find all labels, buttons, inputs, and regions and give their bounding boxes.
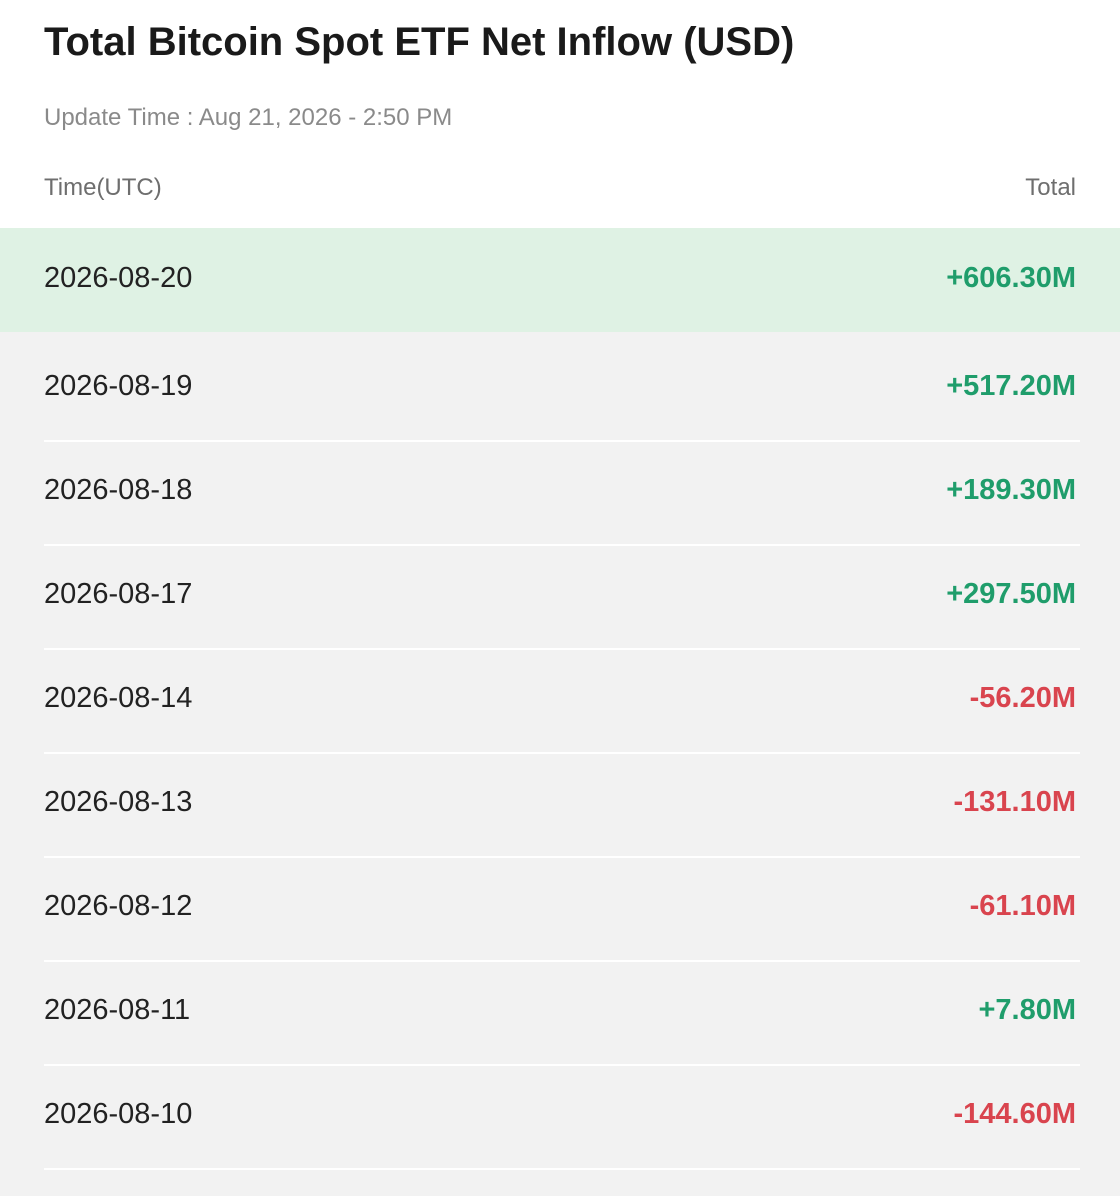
date-cell: 2026-08-11 <box>44 994 191 1026</box>
table-row[interactable]: 2026-08-13 -131.10M <box>0 752 1120 858</box>
row-divider <box>44 856 1080 858</box>
column-header[interactable]: Time(UTC) <box>44 174 162 201</box>
title: Total Bitcoin Spot ETF Net Inflow (USD) <box>44 20 795 64</box>
total-cell: +189.30M <box>946 474 1076 506</box>
table-row[interactable]: 2026-08-11 +7.80M <box>0 960 1120 1066</box>
date-cell: 2026-08-14 <box>44 682 193 714</box>
total-cell: +517.20M <box>946 370 1076 402</box>
table-body: 2026-08-20 +606.30M 2026-08-19 +517.20M 2026… <box>0 228 1120 1196</box>
total-cell: -144.60M <box>953 1098 1076 1130</box>
update-time: Update Time : Aug 21, 2026 - 2:50 PM <box>44 104 453 131</box>
table-row[interactable]: 2026-08-19 +517.20M <box>0 336 1120 442</box>
row-divider <box>44 960 1080 962</box>
row-divider <box>44 648 1080 650</box>
date-cell: 2026-08-10 <box>44 1098 193 1130</box>
date-cell: 2026-08-12 <box>44 890 193 922</box>
table-row[interactable]: 2026-08-10 -144.60M <box>0 1064 1120 1170</box>
date-cell: 2026-08-13 <box>44 786 193 818</box>
table-row[interactable]: 2026-08-17 +297.50M <box>0 544 1120 650</box>
total-cell: +606.30M <box>946 262 1076 294</box>
date-cell: 2026-08-17 <box>44 578 193 610</box>
row-divider <box>44 544 1080 546</box>
table-row[interactable]: 2026-08-20 +606.30M <box>0 228 1120 332</box>
date-cell: 2026-08-19 <box>44 370 193 402</box>
row-divider <box>44 1168 1080 1170</box>
table-row[interactable]: 2026-08-18 +189.30M <box>0 440 1120 546</box>
row-divider <box>44 1064 1080 1066</box>
total-cell: -56.20M <box>969 682 1076 714</box>
total-cell: -61.10M <box>969 890 1076 922</box>
total-cell: +7.80M <box>978 994 1076 1026</box>
total-cell: +297.50M <box>946 578 1076 610</box>
date-cell: 2026-08-20 <box>44 262 193 294</box>
row-divider <box>44 752 1080 754</box>
column-header[interactable]: Total <box>1025 174 1076 201</box>
table-row[interactable]: 2026-08-12 -61.10M <box>0 856 1120 962</box>
row-divider <box>44 440 1080 442</box>
table-row[interactable]: 2026-08-14 -56.20M <box>0 648 1120 754</box>
date-cell: 2026-08-18 <box>44 474 193 506</box>
total-cell: -131.10M <box>953 786 1076 818</box>
